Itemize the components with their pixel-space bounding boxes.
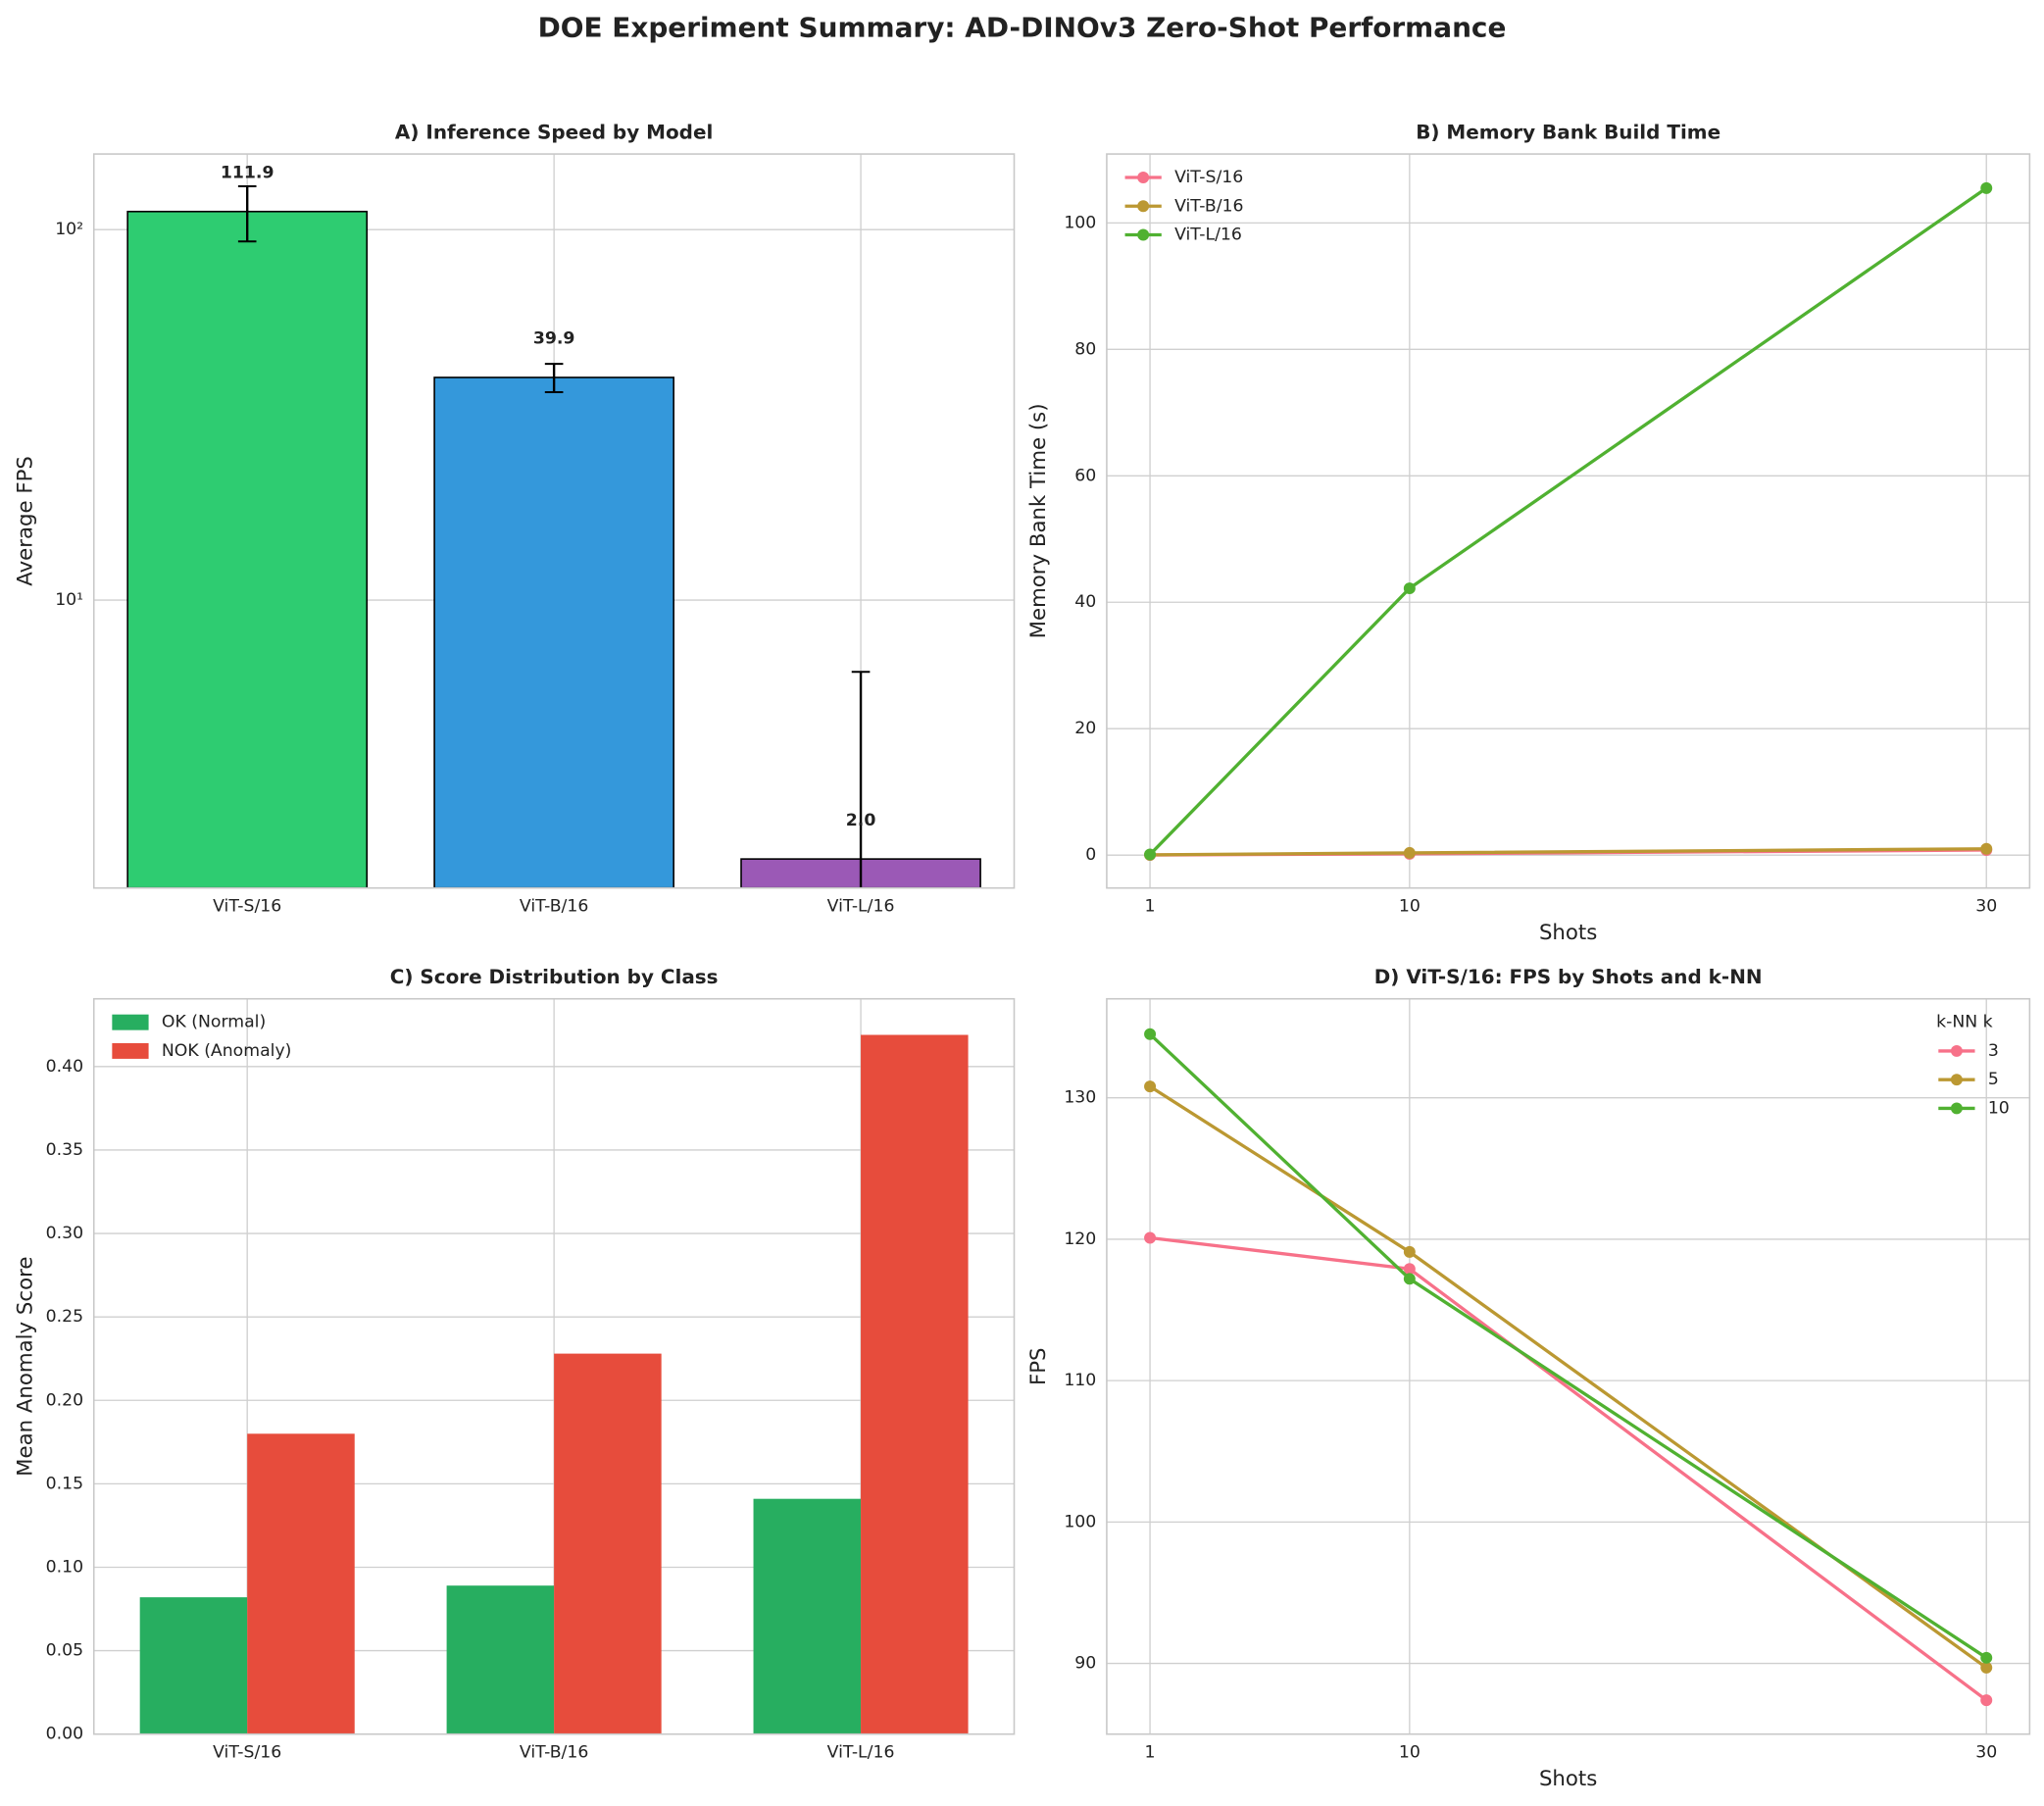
legend-title: k-NN k (1936, 1013, 1993, 1032)
bar (126, 210, 369, 888)
bar (247, 1433, 355, 1734)
y-tick-label: 10² (55, 220, 83, 239)
y-tick-label: 100 (1064, 1512, 1096, 1531)
y-axis-label: Average FPS (14, 456, 38, 586)
x-tick-label: ViT-B/16 (520, 896, 588, 916)
point (1403, 582, 1416, 595)
point (1403, 846, 1416, 859)
bar (753, 1498, 862, 1734)
plot-frame (1106, 153, 2031, 889)
legend-label: 5 (1988, 1070, 1999, 1089)
legend-marker (1950, 1044, 1963, 1057)
y-tick-label: 20 (1074, 719, 1096, 738)
legend-marker (1137, 200, 1150, 213)
y-tick-label: 0.30 (46, 1224, 83, 1243)
panel-title: C) Score Distribution by Class (390, 965, 719, 988)
legend-label: OK (Normal) (162, 1013, 266, 1032)
panel: B) Memory Bank Build Time Memory Bank Tim… (1026, 120, 2031, 945)
legend-marker (1137, 172, 1150, 183)
x-tick-label: ViT-S/16 (213, 896, 281, 916)
legend-marker (1137, 228, 1150, 241)
point (1144, 848, 1157, 861)
value-label: 111.9 (221, 164, 274, 183)
y-tick-label: 0 (1085, 845, 1096, 865)
panel-title: B) Memory Bank Build Time (1416, 120, 1720, 143)
legend-label: ViT-B/16 (1174, 196, 1243, 216)
y-tick-label: 100 (1064, 213, 1096, 232)
point (1403, 1273, 1416, 1285)
point (1403, 1245, 1416, 1258)
point (1980, 181, 1993, 194)
point (1980, 1694, 1993, 1707)
panel-title: A) Inference Speed by Model (395, 120, 713, 143)
error-bar (237, 185, 257, 243)
plot-frame (92, 153, 1016, 889)
panel: C) Score Distribution by Class Mean Anoma… (14, 965, 1016, 1762)
point (1403, 1263, 1416, 1276)
y-tick-label: 0.10 (46, 1557, 83, 1577)
legend-swatch (112, 1014, 149, 1030)
point (1980, 842, 1993, 855)
bar (554, 1353, 662, 1734)
value-label: 2.0 (846, 811, 876, 830)
x-tick-label: 10 (1399, 896, 1421, 916)
bar (446, 1585, 555, 1734)
y-tick-label: 130 (1064, 1088, 1096, 1108)
y-tick-label: 0.25 (46, 1307, 83, 1327)
point (1980, 1661, 1993, 1674)
y-tick-label: 0.35 (46, 1140, 83, 1160)
point (1144, 1231, 1157, 1244)
x-tick-label: ViT-L/16 (827, 896, 895, 916)
plot-frame (92, 997, 1016, 1735)
x-tick-label: ViT-L/16 (827, 1742, 895, 1762)
plot-frame (1106, 997, 2031, 1735)
y-tick-label: 0.05 (46, 1641, 83, 1661)
x-tick-label: 10 (1399, 1742, 1421, 1762)
y-tick-label: 40 (1074, 592, 1096, 612)
x-tick-label: 1 (1145, 1742, 1156, 1762)
y-tick-label: 0.15 (46, 1474, 83, 1493)
bar (433, 376, 674, 888)
panel: D) ViT-S/16: FPS by Shots and k-NN FPS Sho… (1026, 965, 2031, 1791)
panel-title: D) ViT-S/16: FPS by Shots and k-NN (1374, 965, 1763, 988)
figure-title: DOE Experiment Summary: AD-DINOv3 Zero-S… (538, 11, 1507, 43)
error-bar (544, 363, 564, 394)
point (1980, 1651, 1993, 1664)
error-bar (851, 671, 871, 888)
y-tick-label: 0.40 (46, 1057, 83, 1077)
x-tick-label: ViT-B/16 (520, 1742, 588, 1762)
y-tick-label: 60 (1074, 466, 1096, 485)
legend-label: ViT-S/16 (1174, 168, 1243, 187)
x-tick-label: 30 (1975, 1742, 1997, 1762)
legend-label: NOK (Anomaly) (162, 1041, 292, 1061)
y-tick-label: 0.00 (46, 1725, 83, 1744)
y-tick-label: 80 (1074, 339, 1096, 359)
legend-label: 3 (1988, 1041, 1999, 1061)
x-tick-label: 1 (1145, 896, 1156, 916)
x-tick-label: 30 (1975, 896, 1997, 916)
bar (861, 1034, 969, 1734)
y-tick-label: 120 (1064, 1229, 1096, 1249)
legend-marker (1950, 1074, 1963, 1086)
value-label: 39.9 (533, 329, 575, 349)
y-axis-label: Memory Bank Time (s) (1026, 403, 1051, 638)
x-tick-label: ViT-S/16 (213, 1742, 281, 1762)
point (1144, 1028, 1157, 1040)
panel: A) Inference Speed by Model Average FPS 10… (14, 120, 1016, 916)
bar (139, 1597, 248, 1734)
y-tick-label: 110 (1064, 1371, 1096, 1390)
y-tick-label: 0.20 (46, 1390, 83, 1410)
x-axis-label: Shots (1539, 921, 1597, 945)
point (1144, 1080, 1157, 1093)
legend-swatch (112, 1042, 149, 1059)
y-axis-label: FPS (1026, 1347, 1051, 1385)
legend-label: 10 (1988, 1098, 2010, 1118)
x-axis-label: Shots (1539, 1767, 1597, 1791)
legend-marker (1950, 1102, 1963, 1115)
y-axis-label: Mean Anomaly Score (14, 1257, 38, 1477)
y-tick-label: 10¹ (55, 590, 83, 610)
legend-label: ViT-L/16 (1174, 226, 1242, 245)
y-tick-label: 90 (1074, 1654, 1096, 1674)
